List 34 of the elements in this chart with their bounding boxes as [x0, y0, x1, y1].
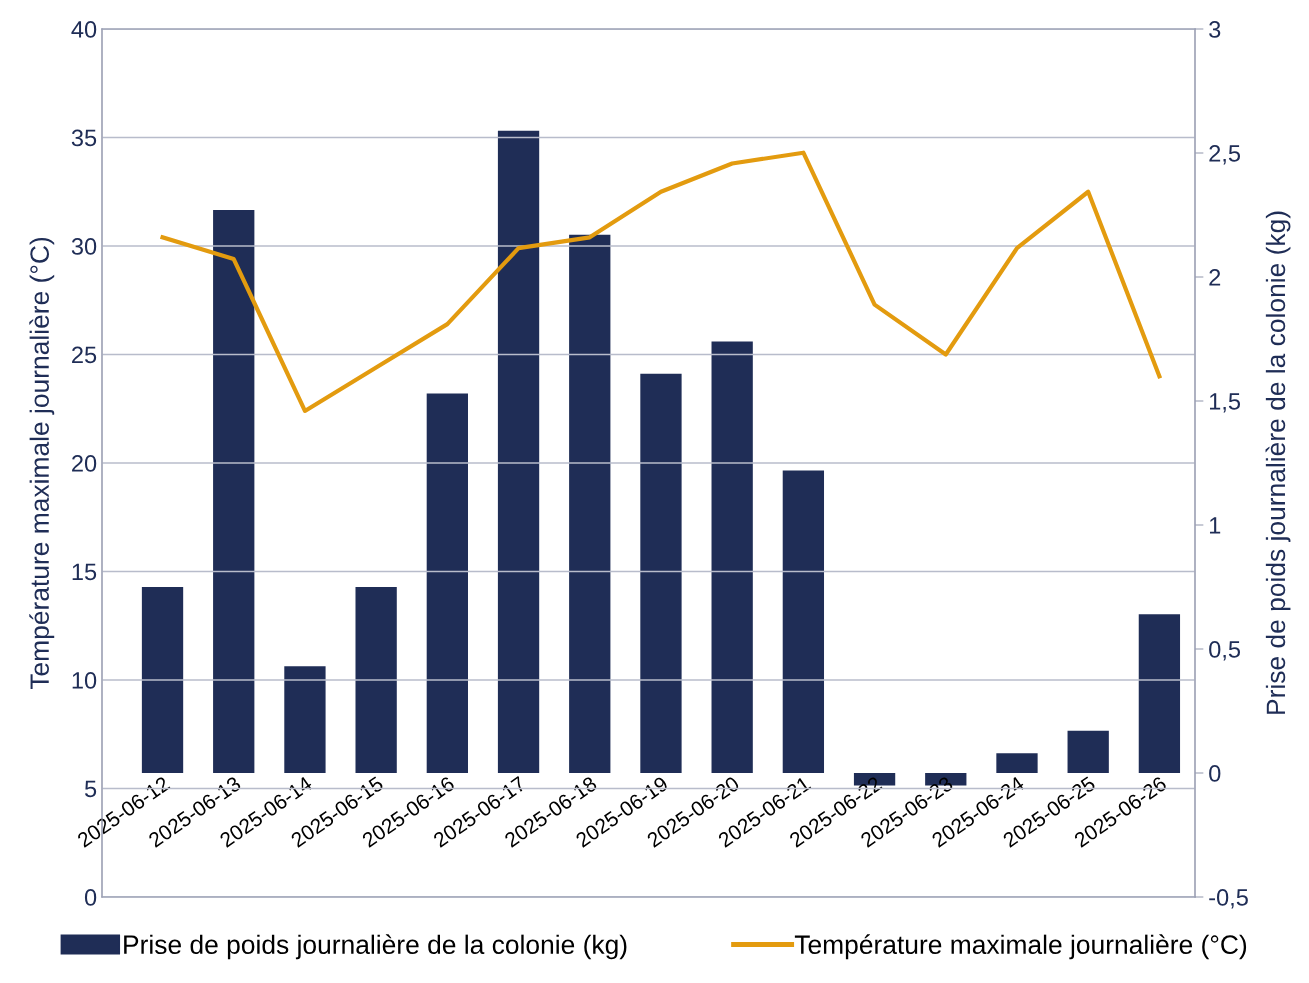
- y2-tick-label: 0: [1209, 765, 1221, 782]
- y-tick-label: 15: [72, 563, 97, 581]
- y2-tick-label: 2: [1209, 269, 1221, 286]
- y-tick-label: 40: [71, 21, 97, 38]
- y-tick-label: 35: [71, 129, 97, 147]
- bar: [640, 373, 682, 773]
- bar: [213, 210, 255, 773]
- bar: [782, 470, 825, 773]
- bar: [1138, 614, 1181, 773]
- y-tick-label: 10: [72, 672, 97, 689]
- bar: [996, 753, 1038, 773]
- legend-label: Prise de poids journalière de la colonie (kg): [124, 934, 627, 960]
- line-series: [160, 150, 1162, 414]
- y2-tick-label: 1: [1209, 517, 1221, 534]
- y-tick-label: 0: [84, 889, 97, 906]
- y2-tick-label: 2,5: [1209, 145, 1241, 165]
- bar: [426, 393, 468, 773]
- y2-tick-label: 3: [1209, 21, 1221, 38]
- bar: [284, 666, 326, 773]
- bar: [355, 587, 397, 773]
- legend-label: Température maximale journalière (°C): [794, 934, 1247, 960]
- bar: [569, 234, 611, 773]
- y2-tick-label: 0,5: [1209, 641, 1241, 661]
- bar: [141, 587, 184, 773]
- y2-axis-title: Prise de poids journalière de la colonie (kg): [1265, 211, 1291, 714]
- y2-tick-label: 1,5: [1209, 393, 1241, 413]
- y-tick-label: 25: [72, 346, 97, 364]
- y-tick-label: 30: [71, 238, 97, 255]
- y2-tick-label: -0,5: [1209, 889, 1248, 909]
- y-axis-title: Température maximale journalière (°C): [29, 237, 55, 690]
- bar: [711, 341, 753, 773]
- bar: [1067, 730, 1109, 773]
- bar: [497, 130, 540, 773]
- y-tick-label: 20: [72, 455, 97, 472]
